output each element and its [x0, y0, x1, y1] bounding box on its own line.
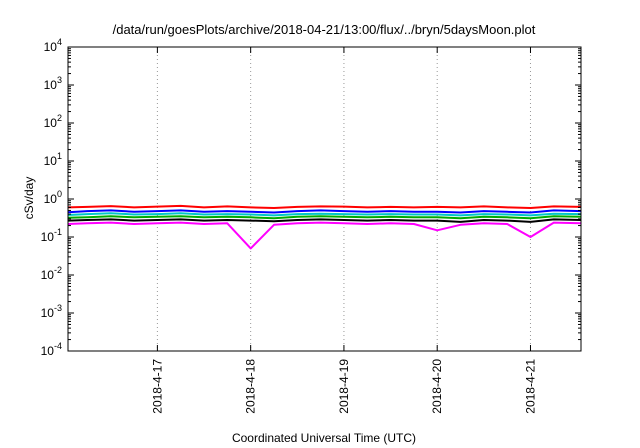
series-line — [67, 218, 582, 223]
series-line — [67, 221, 582, 250]
series-group — [67, 204, 582, 250]
series-line — [67, 204, 582, 209]
y-tick-label: 100 — [44, 189, 62, 206]
x-tick-label: 2018-4-21 — [523, 359, 537, 414]
y-tick-label: 101 — [44, 151, 62, 168]
chart-title: /data/run/goesPlots/archive/2018-04-21/1… — [113, 22, 536, 37]
y-axis-label: cSv/day — [22, 177, 36, 220]
grid — [156, 47, 531, 351]
series-line — [67, 209, 582, 214]
y-tick-label: 104 — [44, 37, 62, 54]
plot-frame — [67, 46, 582, 352]
x-tick-label: 2018-4-18 — [244, 359, 258, 414]
y-tick-label: 103 — [44, 75, 62, 92]
x-tick-label: 2018-4-19 — [337, 359, 351, 414]
x-axis-label: Coordinated Universal Time (UTC) — [232, 431, 416, 445]
x-tick-label: 2018-4-20 — [430, 359, 444, 414]
y-tick-label: 10-4 — [41, 341, 62, 358]
y-tick-label: 102 — [44, 113, 62, 130]
x-tick-label: 2018-4-17 — [150, 359, 164, 414]
series-line — [67, 215, 582, 220]
y-tick-label: 10-2 — [41, 265, 62, 282]
axes: 10-4 10-3 10-2 10-1 100 101 102 103 104 2018-4-17… — [41, 37, 582, 414]
series-line — [67, 212, 582, 217]
y-tick-label: 10-3 — [41, 303, 62, 320]
y-tick-label: 10-1 — [41, 227, 62, 244]
